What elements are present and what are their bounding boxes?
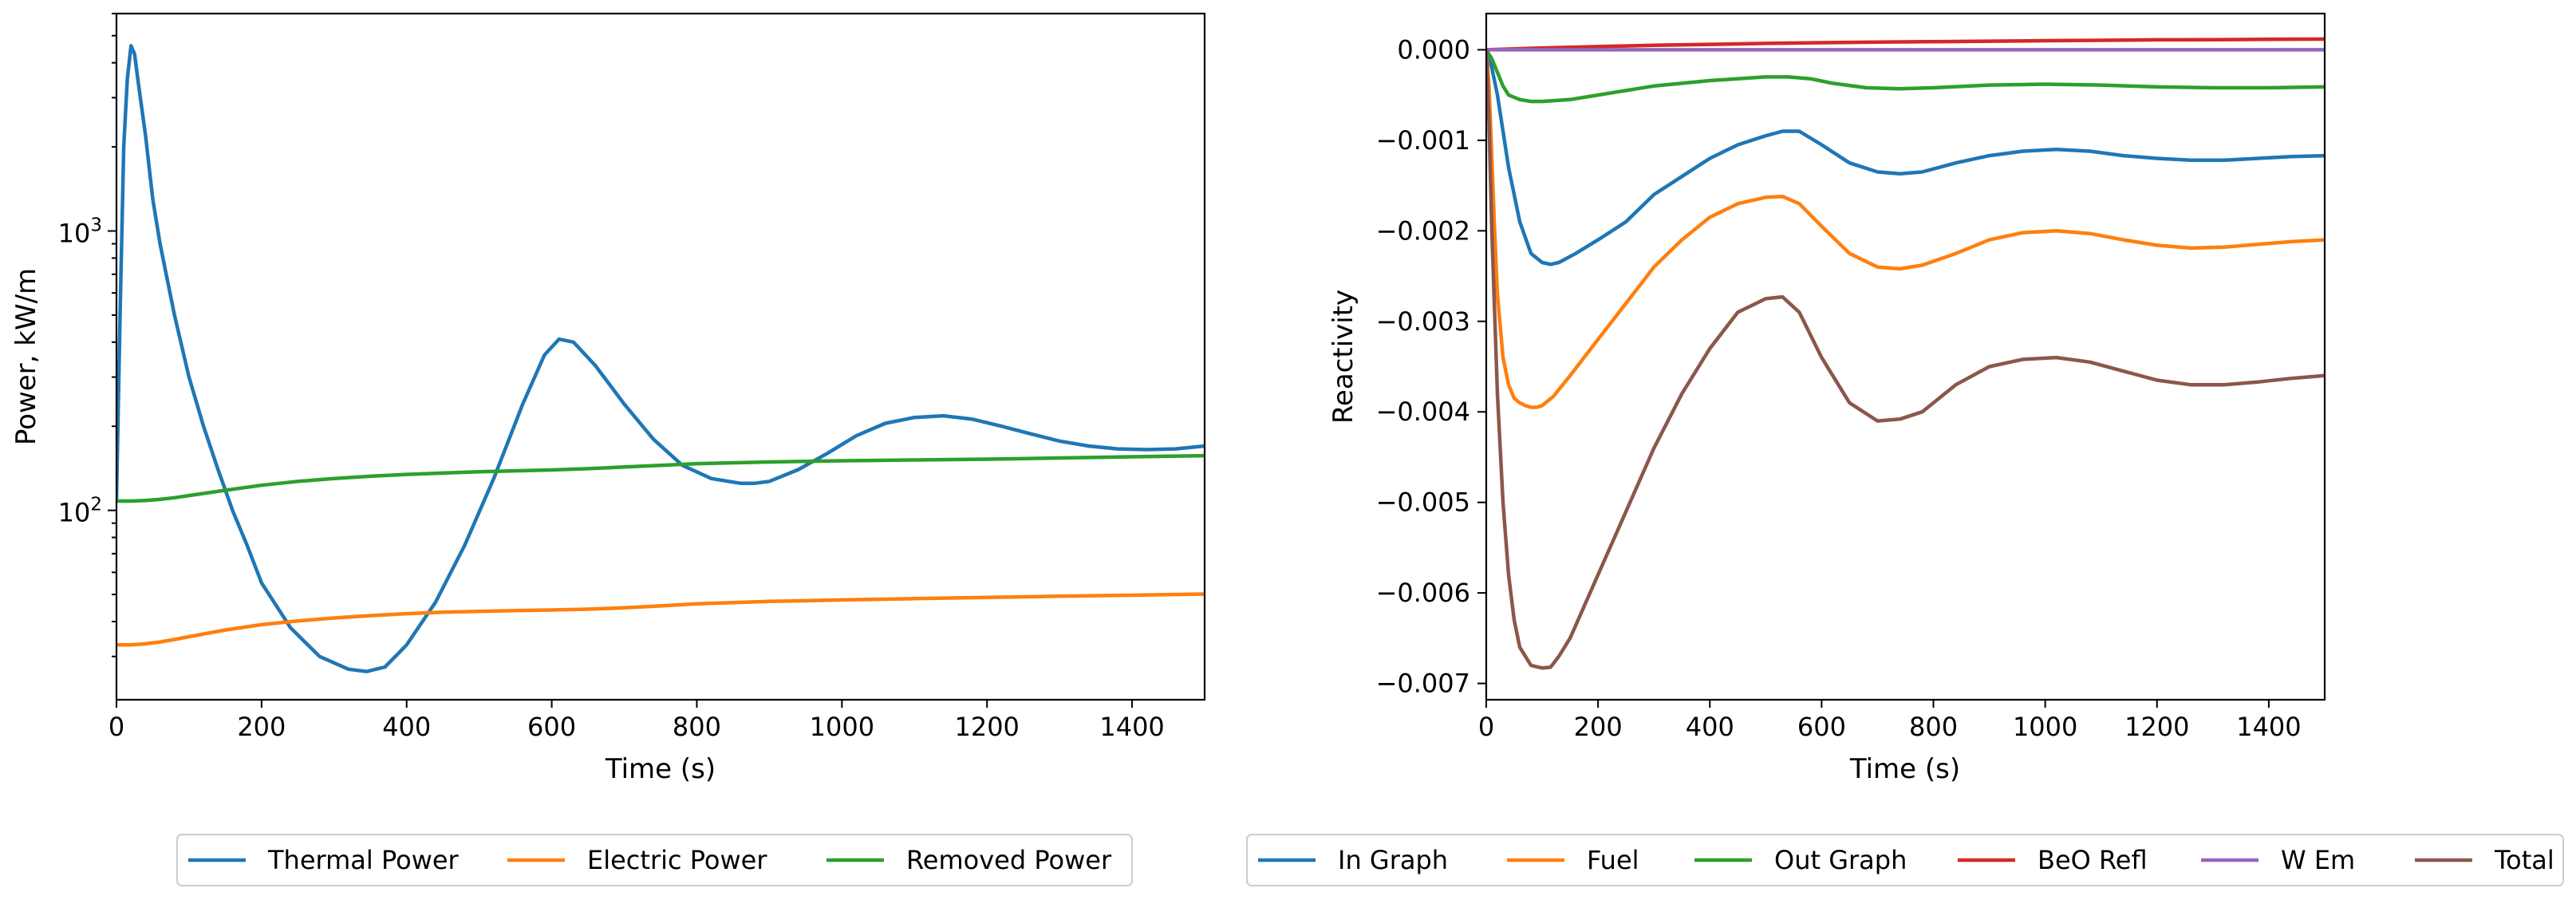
power-chart: 0 200 400 600 800 1000 1200 1400 102 103 Time (s)… bbox=[10, 12, 1206, 886]
reactivity-series-layer bbox=[1486, 37, 2325, 670]
power-plot-frame bbox=[115, 12, 1206, 701]
reactivity-x-tick-label: 1000 bbox=[2013, 712, 2077, 742]
reactivity-legend-label: Out Graph bbox=[1774, 845, 1907, 875]
reactivity-series-out-graph bbox=[1486, 48, 2325, 104]
reactivity-y-tick-label: −0.003 bbox=[1376, 306, 1470, 337]
reactivity-x-tick-label: 0 bbox=[1478, 712, 1494, 742]
power-y-tick-label: 103 bbox=[58, 215, 102, 248]
power-x-axis-label: Time (s) bbox=[605, 753, 716, 785]
reactivity-legend: In Graph Fuel Out Graph BeO Refl W Em Total bbox=[1246, 834, 2564, 886]
reactivity-y-tick-label: −0.006 bbox=[1376, 578, 1470, 608]
reactivity-y-tick-label: −0.002 bbox=[1376, 215, 1470, 246]
reactivity-y-tick-label: −0.001 bbox=[1376, 125, 1470, 156]
reactivity-series-total bbox=[1486, 48, 2325, 670]
power-legend-label: Thermal Power bbox=[267, 845, 460, 875]
power-legend-item-thermal-power: Thermal Power bbox=[188, 845, 460, 875]
reactivity-x-tick-label: 1400 bbox=[2236, 712, 2301, 742]
power-x-tick-label: 1200 bbox=[954, 712, 1019, 742]
power-legend-item-removed-power: Removed Power bbox=[826, 845, 1112, 875]
reactivity-y-tick-label: 0.000 bbox=[1397, 34, 1470, 65]
power-x-tick-label: 1000 bbox=[810, 712, 874, 742]
power-legend-label: Electric Power bbox=[587, 845, 767, 875]
reactivity-series-fuel bbox=[1486, 48, 2325, 409]
reactivity-legend-box bbox=[1246, 834, 2564, 886]
reactivity-x-tick-label: 800 bbox=[1909, 712, 1958, 742]
reactivity-x-tick-label: 400 bbox=[1686, 712, 1734, 742]
reactivity-legend-label: Total bbox=[2494, 845, 2554, 875]
reactivity-series-beo-refl bbox=[1486, 37, 2325, 52]
power-x-tick-label: 200 bbox=[237, 712, 286, 742]
reactivity-x-tick-label: 600 bbox=[1797, 712, 1846, 742]
reactivity-legend-item-fuel: Fuel bbox=[1507, 845, 1639, 875]
power-legend: Thermal Power Electric Power Removed Power bbox=[176, 834, 1133, 886]
reactivity-x-axis-label: Time (s) bbox=[1849, 753, 1960, 785]
power-ticks: 0 200 400 600 800 1000 1200 1400 102 103 bbox=[58, 13, 1165, 742]
reactivity-legend-item-w-em: W Em bbox=[2201, 845, 2355, 875]
power-y-tick-label: 102 bbox=[58, 495, 102, 528]
power-legend-label: Removed Power bbox=[906, 845, 1112, 875]
power-x-tick-label: 800 bbox=[673, 712, 721, 742]
reactivity-series-in-graph bbox=[1486, 48, 2325, 266]
reactivity-ticks: 0 200 400 600 800 1000 1200 1400 0.000 −0.001 −0.0… bbox=[1376, 34, 2302, 742]
reactivity-x-tick-label: 200 bbox=[1574, 712, 1623, 742]
power-series-removed-power bbox=[116, 453, 1205, 503]
power-x-tick-label: 600 bbox=[527, 712, 576, 742]
power-x-tick-label: 1400 bbox=[1099, 712, 1164, 742]
reactivity-legend-item-beo-refl: BeO Refl bbox=[1958, 845, 2148, 875]
reactivity-legend-label: In Graph bbox=[1338, 845, 1448, 875]
power-legend-item-electric-power: Electric Power bbox=[507, 845, 767, 875]
reactivity-plot-frame bbox=[1485, 12, 2326, 701]
reactivity-legend-item-out-graph: Out Graph bbox=[1694, 845, 1907, 875]
reactivity-x-tick-label: 1200 bbox=[2124, 712, 2189, 742]
reactivity-legend-label: W Em bbox=[2281, 845, 2355, 875]
reactivity-legend-label: Fuel bbox=[1587, 845, 1639, 875]
reactivity-y-tick-label: −0.007 bbox=[1376, 669, 1470, 699]
power-legend-box bbox=[176, 834, 1133, 886]
reactivity-y-tick-label: −0.004 bbox=[1376, 397, 1470, 427]
reactivity-chart: 0 200 400 600 800 1000 1200 1400 0.000 −0.001 −0.0… bbox=[1246, 12, 2564, 886]
power-x-tick-label: 0 bbox=[108, 712, 124, 742]
reactivity-legend-item-in-graph: In Graph bbox=[1258, 845, 1448, 875]
power-series-electric-power bbox=[116, 592, 1205, 647]
power-series-layer bbox=[116, 44, 1205, 673]
reactivity-legend-item-total: Total bbox=[2415, 845, 2554, 875]
reactivity-legend-label: BeO Refl bbox=[2038, 845, 2148, 875]
reactivity-y-tick-label: −0.005 bbox=[1376, 488, 1470, 518]
power-series-thermal-power bbox=[116, 44, 1205, 673]
power-x-tick-label: 400 bbox=[382, 712, 431, 742]
reactivity-y-axis-label: Reactivity bbox=[1327, 290, 1359, 424]
power-y-axis-label: Power, kW/m bbox=[10, 268, 42, 445]
